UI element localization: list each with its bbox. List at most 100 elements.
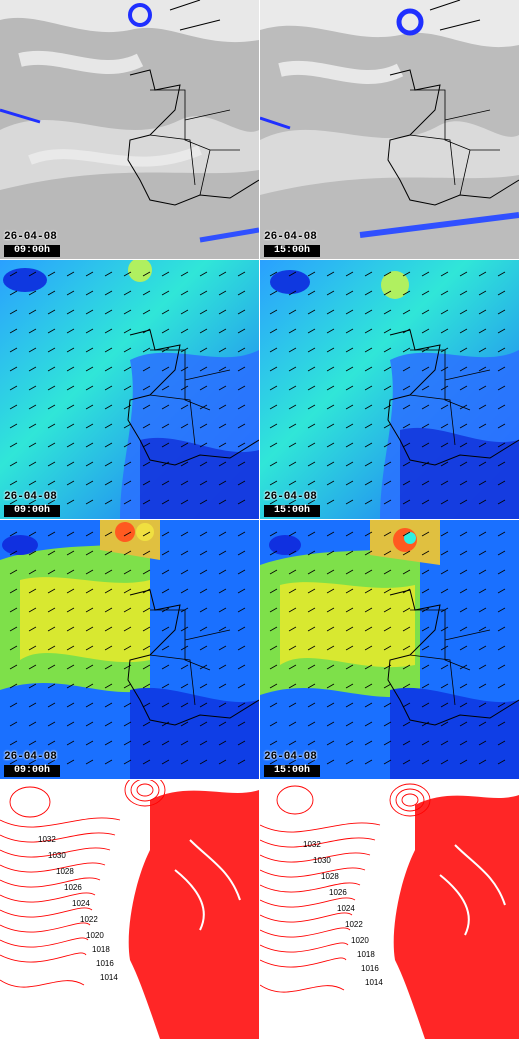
isobar-label: 1022 (345, 920, 363, 929)
wind-arrow (326, 569, 335, 575)
wind-arrow (199, 404, 208, 410)
wind-arrow (237, 588, 246, 594)
wind-arrow (85, 328, 94, 334)
wind-arrow (326, 271, 335, 277)
date-label: 26-04-08 (4, 231, 57, 243)
wind-arrow (85, 309, 94, 315)
wind-arrow (123, 461, 132, 467)
wind-arrow (104, 347, 113, 353)
wind-arrow (478, 461, 487, 467)
wind-arrow (288, 480, 297, 486)
wind-arrow (402, 569, 411, 575)
wind-arrow (104, 328, 113, 334)
wind-arrow (123, 607, 132, 613)
wind-arrow (47, 702, 56, 708)
time-label: 09:00h (4, 505, 60, 517)
wind-arrow (142, 271, 151, 277)
wind-arrow (345, 404, 354, 410)
wind-arrow (307, 550, 316, 556)
wind-arrow (288, 309, 297, 315)
wind-arrow (142, 683, 151, 689)
wind-arrow (364, 550, 373, 556)
wind-arrow (478, 347, 487, 353)
wind-arrow (269, 645, 278, 651)
wind-arrow (66, 626, 75, 632)
wind-arrow (28, 588, 37, 594)
wind-arrow (47, 683, 56, 689)
wind-arrow (364, 569, 373, 575)
wind-arrow (478, 531, 487, 537)
wind-arrow (345, 607, 354, 613)
wind-arrow (345, 461, 354, 467)
wind-arrow (199, 721, 208, 727)
wind-arrow (85, 366, 94, 372)
wind-arrow (180, 309, 189, 315)
wind-arrow (199, 271, 208, 277)
isobar-map: 1032 1030 1028 1026 1024 1022 1020 1018 1016 1014 (260, 780, 519, 1039)
wind-arrow (142, 759, 151, 765)
wind-arrow (47, 309, 56, 315)
wind-arrow (28, 499, 37, 505)
wind-arrow (47, 385, 56, 391)
wind-arrow (218, 607, 227, 613)
wind-arrow (237, 721, 246, 727)
wind-arrow (307, 740, 316, 746)
wind-arrow (85, 480, 94, 486)
wind-arrow (104, 480, 113, 486)
wind-map (0, 260, 259, 519)
wind-arrow (123, 404, 132, 410)
wind-arrow (421, 499, 430, 505)
wind-arrow (161, 423, 170, 429)
wind-arrow (497, 721, 506, 727)
wind-arrow (123, 626, 132, 632)
wind-arrow (383, 309, 392, 315)
isobar-label: 1024 (337, 904, 355, 913)
wind-arrow (123, 645, 132, 651)
wind-arrow (104, 442, 113, 448)
wind-arrow (307, 442, 316, 448)
wind-arrow (104, 423, 113, 429)
wind-arrow (497, 271, 506, 277)
wind-arrow (459, 385, 468, 391)
wind-arrow (237, 702, 246, 708)
wind-arrow (47, 290, 56, 296)
wind-arrow (28, 626, 37, 632)
wind-arrow (104, 759, 113, 765)
wind-arrow (345, 721, 354, 727)
wind-arrow (345, 645, 354, 651)
wind-arrow (345, 702, 354, 708)
wind-arrow (269, 664, 278, 670)
wind-arrow (28, 740, 37, 746)
wind-arrow (383, 664, 392, 670)
wind-arrow (288, 404, 297, 410)
wind-arrow (307, 588, 316, 594)
wind-arrow (180, 404, 189, 410)
wind-arrow (142, 607, 151, 613)
wind-arrow (237, 480, 246, 486)
wind-arrow (66, 607, 75, 613)
wind-arrow (104, 550, 113, 556)
wind-arrow (440, 645, 449, 651)
wind-arrow (47, 347, 56, 353)
wind-arrow (180, 607, 189, 613)
wind-arrow (199, 702, 208, 708)
wind-arrow (66, 404, 75, 410)
wind-arrow (288, 328, 297, 334)
wind-arrow (199, 569, 208, 575)
wind-arrow (269, 550, 278, 556)
wind-arrow (421, 626, 430, 632)
wind-arrow (383, 759, 392, 765)
wind-arrow (421, 404, 430, 410)
wind-arrow (142, 328, 151, 334)
wind-arrow (345, 759, 354, 765)
wind-arrow (199, 328, 208, 334)
wind-arrow (66, 721, 75, 727)
wind-arrow (364, 683, 373, 689)
isobar-label: 1026 (329, 888, 347, 897)
wind-arrow (142, 588, 151, 594)
wind-arrow (459, 588, 468, 594)
wind-arrow (199, 759, 208, 765)
wind-arrow (307, 531, 316, 537)
wind-arrow (9, 328, 18, 334)
wind-arrow (28, 423, 37, 429)
